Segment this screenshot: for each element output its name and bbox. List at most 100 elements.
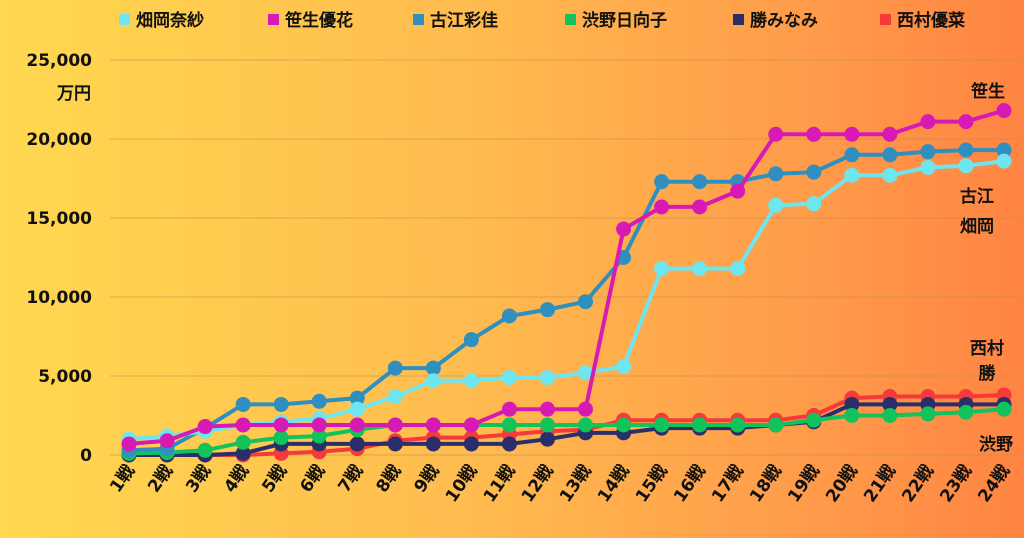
legend-item: 西村優菜	[880, 10, 966, 31]
x-tick-label: 15戦	[631, 460, 672, 506]
data-point	[425, 436, 441, 452]
annotation-label: 畑岡	[960, 217, 994, 237]
x-tick-label: 7戦	[334, 460, 368, 496]
data-point	[844, 408, 860, 423]
x-tick-label: 24戦	[974, 460, 1015, 506]
legend-item: 渋野日向子	[565, 10, 667, 31]
legend-label: 古江彩佳	[430, 10, 498, 31]
data-point	[501, 417, 517, 433]
y-axis: 0 5,000 10,000 15,000 20,000 25,000 万円	[26, 51, 92, 466]
x-tick-label: 5戦	[258, 460, 292, 496]
data-point	[463, 417, 479, 433]
y-tick-label: 5,000	[38, 367, 92, 387]
data-point	[425, 417, 441, 433]
series-line	[127, 108, 1006, 446]
data-point	[920, 144, 936, 160]
series-2	[121, 142, 1012, 458]
x-tick-label: 17戦	[707, 460, 748, 506]
series-1	[121, 103, 1012, 452]
data-point	[539, 401, 555, 417]
data-point	[692, 199, 708, 215]
x-tick-label: 13戦	[555, 460, 596, 506]
data-point	[501, 436, 517, 452]
data-point	[501, 370, 517, 386]
x-tick-label: 22戦	[897, 460, 938, 506]
data-point	[121, 436, 137, 452]
data-point	[844, 147, 860, 163]
data-point	[349, 401, 365, 417]
data-point	[463, 332, 479, 348]
x-axis: 1戦 2戦 3戦 4戦 5戦 6戦 7戦 8戦 9戦10戦11戦12戦13戦14戦15戦16戦1…	[105, 460, 1014, 506]
data-point	[578, 365, 594, 381]
data-point	[882, 147, 898, 163]
x-tick-label: 23戦	[936, 460, 977, 506]
data-point	[273, 430, 289, 446]
data-point	[578, 401, 594, 417]
data-point	[311, 428, 327, 444]
data-point	[806, 196, 822, 212]
x-tick-label: 11戦	[479, 460, 520, 506]
x-tick-label: 9戦	[410, 460, 444, 496]
data-point	[235, 396, 251, 412]
data-point	[996, 153, 1012, 169]
x-tick-label: 19戦	[783, 460, 824, 506]
data-point	[768, 197, 784, 213]
x-tick-label: 8戦	[372, 460, 406, 496]
data-point	[235, 417, 251, 433]
data-point	[958, 142, 974, 158]
data-point	[996, 401, 1012, 417]
legend-label: 渋野日向子	[582, 10, 667, 31]
annotation-label: 古江	[960, 186, 994, 207]
data-point	[806, 412, 822, 428]
data-point	[463, 373, 479, 389]
data-point	[920, 114, 936, 130]
data-point	[920, 406, 936, 422]
data-point	[730, 183, 746, 199]
data-point	[501, 308, 517, 324]
data-point	[996, 103, 1012, 119]
data-point	[692, 174, 708, 190]
legend: 畑岡奈紗 笹生優花 古江彩佳 渋野日向子 勝みなみ 西村優菜	[119, 10, 966, 31]
x-tick-label: 3戦	[181, 460, 215, 496]
legend-label: 西村優菜	[897, 10, 966, 31]
data-point	[654, 174, 670, 190]
data-point	[882, 408, 898, 423]
legend-label: 畑岡奈紗	[136, 10, 204, 31]
data-point	[349, 390, 365, 406]
y-tick-label: 20,000	[26, 130, 92, 150]
legend-swatch	[565, 14, 576, 25]
x-tick-label: 4戦	[219, 460, 253, 496]
data-point	[311, 417, 327, 433]
y-tick-label: 10,000	[26, 288, 92, 308]
data-point	[768, 166, 784, 182]
data-point	[958, 404, 974, 420]
data-point	[387, 417, 403, 433]
data-point	[387, 436, 403, 452]
y-tick-label: 0	[80, 446, 92, 466]
x-tick-label: 18戦	[745, 460, 786, 506]
data-point	[768, 126, 784, 142]
data-point	[539, 302, 555, 318]
annotation-label: 勝	[979, 363, 997, 384]
data-point	[311, 393, 327, 409]
data-point	[349, 436, 365, 452]
legend-swatch	[880, 14, 891, 25]
data-point	[235, 434, 251, 450]
series-group	[121, 103, 1012, 463]
x-tick-label: 10戦	[441, 460, 482, 506]
data-point	[882, 167, 898, 183]
legend-item: 勝みなみ	[733, 10, 818, 31]
data-point	[387, 389, 403, 405]
data-point	[197, 442, 213, 458]
data-point	[844, 396, 860, 412]
legend-swatch	[119, 14, 130, 25]
legend-swatch	[268, 14, 279, 25]
data-point	[273, 417, 289, 433]
data-point	[578, 417, 594, 433]
data-point	[806, 164, 822, 180]
data-point	[425, 360, 441, 376]
annotation-label: 笹生	[971, 81, 1005, 102]
data-point	[730, 417, 746, 433]
data-point	[616, 417, 632, 433]
